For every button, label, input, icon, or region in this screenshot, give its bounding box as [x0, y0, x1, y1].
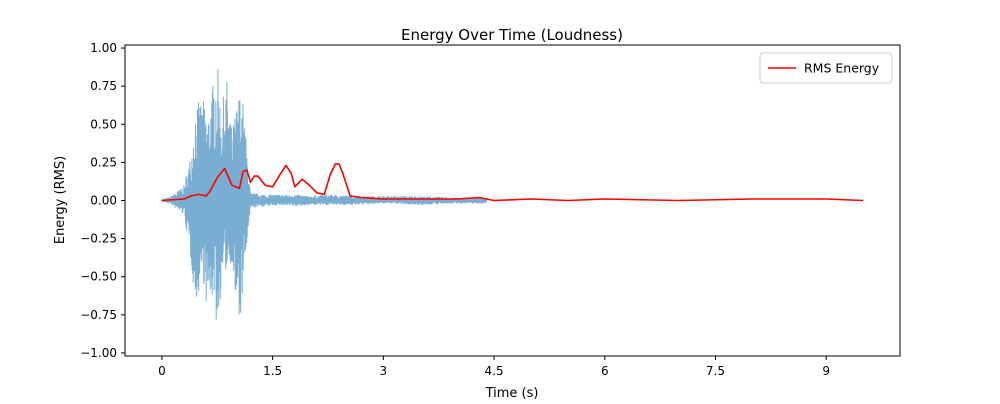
x-axis: 0 1.5 3 4.5 6 7.5 9	[158, 356, 830, 378]
legend: RMS Energy	[759, 52, 893, 84]
y-tick-label: 1.00	[90, 41, 117, 55]
x-tick-label: 1.5	[263, 364, 282, 378]
y-tick-label: −0.50	[80, 270, 117, 284]
chart-title: Energy Over Time (Loudness)	[401, 26, 623, 44]
y-tick-label: 0.50	[90, 117, 117, 131]
y-tick-label: −1.00	[80, 346, 117, 360]
x-tick-label: 7.5	[706, 364, 725, 378]
y-tick-label: 0.25	[90, 155, 117, 169]
y-tick-label: 0.00	[90, 194, 117, 208]
x-tick-label: 3	[380, 364, 388, 378]
y-axis-label: Energy (RMS)	[53, 156, 68, 244]
x-tick-label: 4.5	[485, 364, 504, 378]
y-tick-label: −0.25	[80, 232, 117, 246]
x-tick-label: 9	[822, 364, 830, 378]
legend-label-rms: RMS Energy	[804, 61, 880, 76]
legend-box	[759, 52, 893, 84]
x-tick-label: 0	[158, 364, 166, 378]
rms-layer	[161, 163, 864, 202]
x-tick-label: 6	[601, 364, 609, 378]
rms-energy-line	[161, 163, 864, 202]
y-tick-label: −0.75	[80, 308, 117, 322]
x-axis-label: Time (s)	[485, 386, 539, 400]
waveform-series	[161, 69, 488, 320]
waveform-layer	[161, 69, 488, 320]
y-tick-label: 0.75	[90, 79, 117, 93]
y-axis: 1.00 0.75 0.50 0.25 0.00 −0.25 −0.50 −0.75 −1.00	[80, 41, 125, 360]
